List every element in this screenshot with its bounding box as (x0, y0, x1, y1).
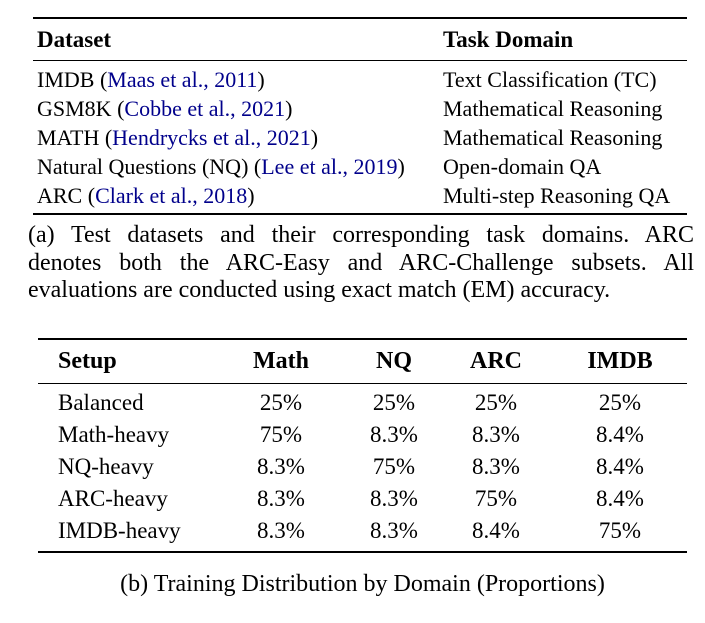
proportion-cell: 75% (372, 454, 416, 479)
task-domain-cell: Open-domain QA (443, 154, 602, 179)
table-row: Math-heavy 75% 8.3% 8.3% 8.4% (38, 419, 687, 451)
proportion-cell: 8.4% (596, 454, 644, 479)
proportion-cell: 25% (474, 390, 518, 415)
table-row: Natural Questions (NQ) (Lee et al., 2019… (33, 152, 687, 181)
setup-cell: ARC-heavy (58, 486, 168, 511)
proportion-cell: 8.3% (257, 486, 305, 511)
citation-link[interactable]: Hendrycks et al., 2021 (112, 125, 311, 150)
table-row: IMDB (Maas et al., 2011) Text Classifica… (33, 61, 687, 95)
paren-close: ) (285, 96, 293, 121)
dataset-name: MATH ( (37, 125, 113, 150)
proportion-cell: 8.4% (596, 486, 644, 511)
task-domain-cell: Multi-step Reasoning QA (443, 183, 671, 208)
setup-cell: Math-heavy (58, 422, 170, 447)
dataset-cell: ARC (Clark et al., 2018) (33, 181, 439, 214)
proportion-cell: 75% (474, 486, 518, 511)
table-row: MATH (Hendrycks et al., 2021) Mathematic… (33, 123, 687, 152)
proportion-cell: 8.3% (370, 486, 418, 511)
training-distribution-table: Setup Math NQ ARC IMDB Balanced 25% 25% … (38, 338, 687, 553)
proportion-cell: 8.3% (257, 518, 305, 543)
table-row: NQ-heavy 8.3% 75% 8.3% 8.4% (38, 451, 687, 483)
paren-close: ) (310, 125, 319, 150)
table-header-row: Dataset Task Domain (33, 18, 687, 61)
table-row: Balanced 25% 25% 25% 25% (38, 384, 687, 420)
caption-a-line: denotes both the ARC-Easy and ARC-Challe… (28, 249, 694, 276)
caption-a: (a) Test datasets and their correspondin… (28, 222, 694, 305)
citation-link[interactable]: Lee et al., 2019 (261, 154, 398, 179)
table-row: ARC (Clark et al., 2018) Multi-step Reas… (33, 181, 687, 214)
proportion-cell: 8.3% (257, 454, 305, 479)
column-header-setup: Setup (38, 339, 213, 384)
proportion-cell: 8.3% (370, 518, 418, 543)
column-header-task-domain: Task Domain (439, 18, 687, 61)
dataset-name: IMDB ( (37, 67, 108, 92)
table-header-row: Setup Math NQ ARC IMDB (38, 339, 687, 384)
proportion-cell: 25% (598, 390, 642, 415)
citation-link[interactable]: Clark et al., 2018 (95, 183, 248, 208)
dataset-cell: IMDB (Maas et al., 2011) (33, 61, 439, 95)
table-row: ARC-heavy 8.3% 8.3% 75% 8.4% (38, 483, 687, 515)
caption-b: (b) Training Distribution by Domain (Pro… (120, 571, 605, 597)
proportion-cell: 8.3% (370, 422, 418, 447)
column-header-arc: ARC (439, 339, 553, 384)
dataset-name: ARC ( (37, 183, 96, 208)
task-domain-cell: Mathematical Reasoning (443, 125, 663, 150)
column-header-math: Math (213, 339, 349, 384)
task-domain-cell: Mathematical Reasoning (443, 96, 663, 121)
column-header-imdb: IMDB (553, 339, 687, 384)
table-row: IMDB-heavy 8.3% 8.3% 8.4% 75% (38, 515, 687, 552)
dataset-cell: Natural Questions (NQ) (Lee et al., 2019… (33, 152, 439, 181)
citation-link[interactable]: Maas et al., 2011 (107, 67, 258, 92)
dataset-name: GSM8K ( (37, 96, 125, 121)
setup-cell: IMDB-heavy (58, 518, 181, 543)
proportion-cell: 75% (259, 422, 303, 447)
setup-cell: NQ-heavy (58, 454, 154, 479)
citation-link[interactable]: Cobbe et al., 2021 (124, 96, 286, 121)
paren-close: ) (257, 67, 265, 92)
proportion-cell: 75% (598, 518, 642, 543)
paren-close: ) (247, 183, 255, 208)
proportion-cell: 25% (259, 390, 303, 415)
proportion-cell: 8.4% (596, 422, 644, 447)
column-header-nq: NQ (349, 339, 439, 384)
proportion-cell: 8.4% (472, 518, 520, 543)
proportion-cell: 25% (372, 390, 416, 415)
setup-cell: Balanced (58, 390, 144, 415)
proportion-cell: 8.3% (472, 422, 520, 447)
proportion-cell: 8.3% (472, 454, 520, 479)
caption-a-line: evaluations are conducted using exact ma… (28, 277, 611, 303)
datasets-table: Dataset Task Domain IMDB (Maas et al., 2… (33, 17, 687, 215)
paren-close: ) (397, 154, 405, 179)
task-domain-cell: Text Classification (TC) (443, 67, 657, 92)
dataset-cell: GSM8K (Cobbe et al., 2021) (33, 94, 439, 123)
dataset-cell: MATH (Hendrycks et al., 2021) (33, 123, 439, 152)
caption-a-line: (a) Test datasets and their correspondin… (28, 222, 694, 248)
dataset-name: Natural Questions (NQ) ( (37, 154, 262, 179)
column-header-dataset: Dataset (33, 18, 439, 61)
table-row: GSM8K (Cobbe et al., 2021) Mathematical … (33, 94, 687, 123)
